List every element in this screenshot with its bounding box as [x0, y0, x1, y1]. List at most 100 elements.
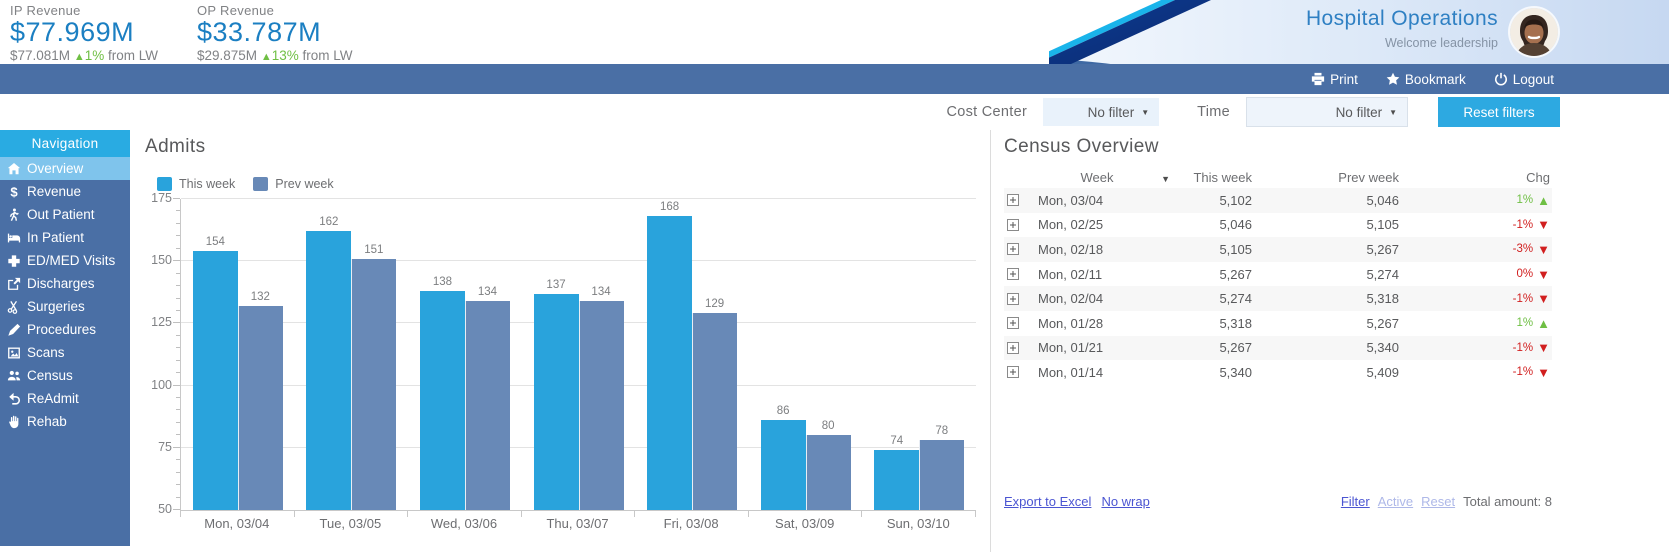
bar-prev-week-sat-03-09: 80: [805, 199, 851, 510]
census-row-mon-02-11: Mon, 02/11 5,267 5,274 0% ▼: [1004, 262, 1552, 287]
x-axis-tick: [180, 511, 181, 517]
expand-row-icon[interactable]: [1007, 341, 1019, 354]
expand-row-icon[interactable]: [1007, 194, 1019, 207]
sidebar-item-census[interactable]: Census: [0, 364, 130, 387]
total-amount-text: Total amount: 8: [1463, 494, 1552, 509]
bar[interactable]: [919, 440, 965, 510]
cell-prev-week: 5,318: [1366, 291, 1399, 307]
expand-row-icon[interactable]: [1007, 218, 1019, 231]
up-triangle-icon: ▲: [1537, 315, 1550, 331]
sidebar-item-surgeries[interactable]: Surgeries: [0, 295, 130, 318]
cell-prev-week: 5,105: [1366, 217, 1399, 233]
sidebar-item-overview[interactable]: Overview: [0, 157, 130, 180]
bar-group-sat-03-09: 86 80: [749, 199, 863, 510]
cost-center-dropdown[interactable]: No filter ▼: [1043, 98, 1160, 126]
bar[interactable]: [464, 301, 510, 510]
bar[interactable]: [874, 450, 920, 510]
chevron-down-icon: ▼: [1389, 107, 1397, 117]
bar[interactable]: [533, 293, 579, 510]
column-header-prev-week[interactable]: Prev week: [1338, 169, 1399, 185]
bar[interactable]: [805, 435, 851, 510]
y-axis-tick: [173, 384, 180, 386]
bar-value-label: 138: [432, 276, 453, 289]
sidebar-item-readmit[interactable]: ReAdmit: [0, 387, 130, 410]
bar[interactable]: [419, 291, 465, 510]
reset-link[interactable]: Reset: [1421, 494, 1456, 509]
sidebar-item-discharges[interactable]: Discharges: [0, 272, 130, 295]
navbar-actions: Print Bookmark Logout: [1311, 64, 1554, 94]
bar-prev-week-mon-03-04: 132: [237, 199, 283, 510]
bar[interactable]: [192, 251, 238, 510]
sidebar-item-label: Out Patient: [27, 207, 95, 222]
avatar[interactable]: [1510, 8, 1558, 56]
expand-row-icon[interactable]: [1007, 317, 1019, 330]
no-wrap-link[interactable]: No wrap: [1101, 494, 1150, 509]
kpi-value: $77.969M: [10, 17, 135, 47]
legend-this-week[interactable]: This week: [157, 177, 235, 191]
bar-value-label: 129: [705, 298, 725, 311]
kpi-label: IP Revenue: [10, 3, 81, 18]
medical-cross-icon: [7, 254, 21, 268]
bar[interactable]: [237, 305, 283, 510]
bar-this-week-tue-03-05: 162: [306, 199, 352, 510]
sidebar-item-rehab[interactable]: Rehab: [0, 410, 130, 433]
column-header-this-week[interactable]: This week: [1193, 169, 1252, 185]
sidebar-item-revenue[interactable]: $ Revenue: [0, 180, 130, 203]
time-label: Time: [1197, 104, 1230, 120]
bar[interactable]: [351, 258, 397, 510]
bar-value-label: 86: [776, 405, 790, 418]
y-axis-tick: [173, 260, 180, 262]
y-axis-tick: [176, 235, 180, 237]
navbar-logout-button[interactable]: Logout: [1494, 72, 1554, 87]
down-triangle-icon: ▼: [1537, 291, 1550, 307]
column-header-week[interactable]: Week ▼: [1080, 169, 1171, 185]
expand-row-icon[interactable]: [1007, 292, 1019, 305]
y-axis-tick: [176, 272, 180, 274]
kpi-subtext: $77.081M ▲1% from LW: [10, 48, 158, 63]
bar-this-week-thu-03-07: 137: [533, 199, 579, 510]
census-row-mon-02-04: Mon, 02/04 5,274 5,318 -1% ▼: [1004, 286, 1552, 311]
cell-this-week: 5,340: [1219, 364, 1252, 380]
filter-link[interactable]: Filter: [1340, 494, 1370, 509]
bar[interactable]: [306, 231, 352, 510]
sidebar-item-label: Discharges: [27, 276, 95, 291]
cell-this-week: 5,267: [1219, 266, 1252, 282]
up-triangle-icon: ▲: [73, 51, 85, 63]
cell-week: Mon, 01/14: [1038, 364, 1104, 380]
bar[interactable]: [647, 216, 693, 510]
time-dropdown[interactable]: No filter ▼: [1246, 97, 1408, 127]
sidebar-item-in-patient[interactable]: In Patient: [0, 226, 130, 249]
down-triangle-icon: ▼: [1537, 364, 1550, 380]
export-to-excel-link[interactable]: Export to Excel: [1004, 494, 1092, 509]
bar-value-label: 134: [477, 286, 498, 299]
cell-week: Mon, 03/04: [1038, 192, 1104, 208]
expand-row-icon[interactable]: [1007, 366, 1019, 379]
bar[interactable]: [692, 313, 738, 510]
sidebar-item-out-patient[interactable]: Out Patient: [0, 203, 130, 226]
active-link[interactable]: Active: [1377, 494, 1414, 509]
column-header-chg[interactable]: Chg: [1526, 169, 1550, 185]
cell-chg: -1% ▼: [1399, 292, 1552, 305]
bar[interactable]: [578, 301, 624, 510]
navbar-print-button[interactable]: Print: [1311, 72, 1358, 87]
welcome-text: Welcome leadership: [1384, 36, 1498, 50]
sidebar-item-ed-med-visits[interactable]: ED/MED Visits: [0, 249, 130, 272]
y-tick-label: 50: [158, 502, 172, 516]
legend-prev-week[interactable]: Prev week: [253, 177, 334, 191]
expand-row-icon[interactable]: [1007, 243, 1019, 256]
sidebar-item-label: Census: [27, 368, 73, 383]
x-axis-tick: [634, 511, 636, 517]
chart-title: Admits: [145, 136, 206, 157]
census-row-mon-01-28: Mon, 01/28 5,318 5,267 1% ▲: [1004, 311, 1552, 336]
reset-filters-button[interactable]: Reset filters: [1438, 97, 1560, 127]
y-axis-tick: [176, 397, 180, 399]
navbar-bookmark-button[interactable]: Bookmark: [1386, 72, 1466, 87]
bar-this-week-sat-03-09: 86: [760, 199, 806, 510]
sidebar-item-procedures[interactable]: Procedures: [0, 318, 130, 341]
brand-block: Hospital Operations Welcome leadership: [1306, 7, 1498, 50]
bar[interactable]: [760, 420, 806, 510]
sidebar-item-scans[interactable]: Scans: [0, 341, 130, 364]
expand-row-icon[interactable]: [1007, 268, 1019, 281]
sort-arrow-icon[interactable]: ▼: [1161, 173, 1170, 184]
sidebar-header: Navigation: [0, 130, 130, 157]
